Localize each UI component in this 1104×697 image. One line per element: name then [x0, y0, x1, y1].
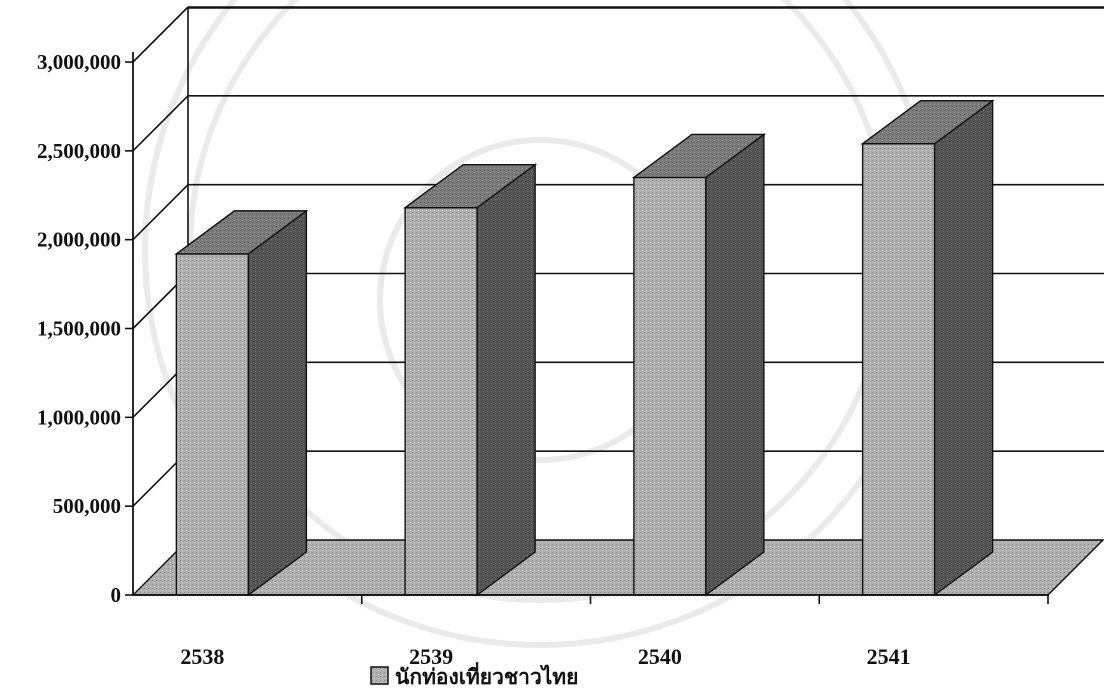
- bar-top: [631, 133, 766, 179]
- bar-top: [403, 163, 538, 209]
- x-tick-label: 2540: [638, 644, 682, 669]
- y-tick-label: 500,000: [53, 494, 121, 518]
- gridline-depth: [132, 184, 189, 241]
- y-tick-labels: 0 500,000 1,000,000 1,500,000 2,000,000 2,500…: [37, 50, 121, 607]
- bar: [633, 176, 707, 596]
- bar-side: [705, 133, 765, 597]
- x-tick-label: 2538: [180, 644, 224, 669]
- bar-side: [476, 163, 536, 597]
- x-tick-labels: 2538 2539 2540 2541: [180, 644, 910, 669]
- legend-label: นักท่องเที่ยวชาวไทย: [395, 661, 578, 689]
- bar: [861, 143, 936, 596]
- y-tick-label: 3,000,000: [37, 50, 121, 74]
- bar-side: [247, 209, 308, 597]
- y-tick-label: 2,000,000: [37, 228, 121, 252]
- bar-side: [933, 99, 994, 597]
- y-tick-label: 2,500,000: [37, 139, 121, 163]
- x-tick-label: 2541: [867, 644, 911, 669]
- legend: นักท่องเที่ยวชาวไทย: [370, 661, 578, 689]
- y-tick-label: 0: [111, 583, 122, 607]
- bar-top: [860, 100, 995, 145]
- gridline-depth: [132, 95, 189, 152]
- bars: [174, 99, 995, 597]
- y-tick-label: 1,000,000: [37, 405, 121, 429]
- bar: [404, 206, 478, 596]
- bar-top: [174, 210, 309, 255]
- gridline-depth: [132, 6, 189, 63]
- bar: [175, 253, 250, 596]
- y-tick-label: 1,500,000: [37, 317, 121, 341]
- x-tick-label: 2539: [409, 644, 453, 669]
- legend-swatch: [370, 666, 389, 685]
- axes: [125, 52, 1049, 604]
